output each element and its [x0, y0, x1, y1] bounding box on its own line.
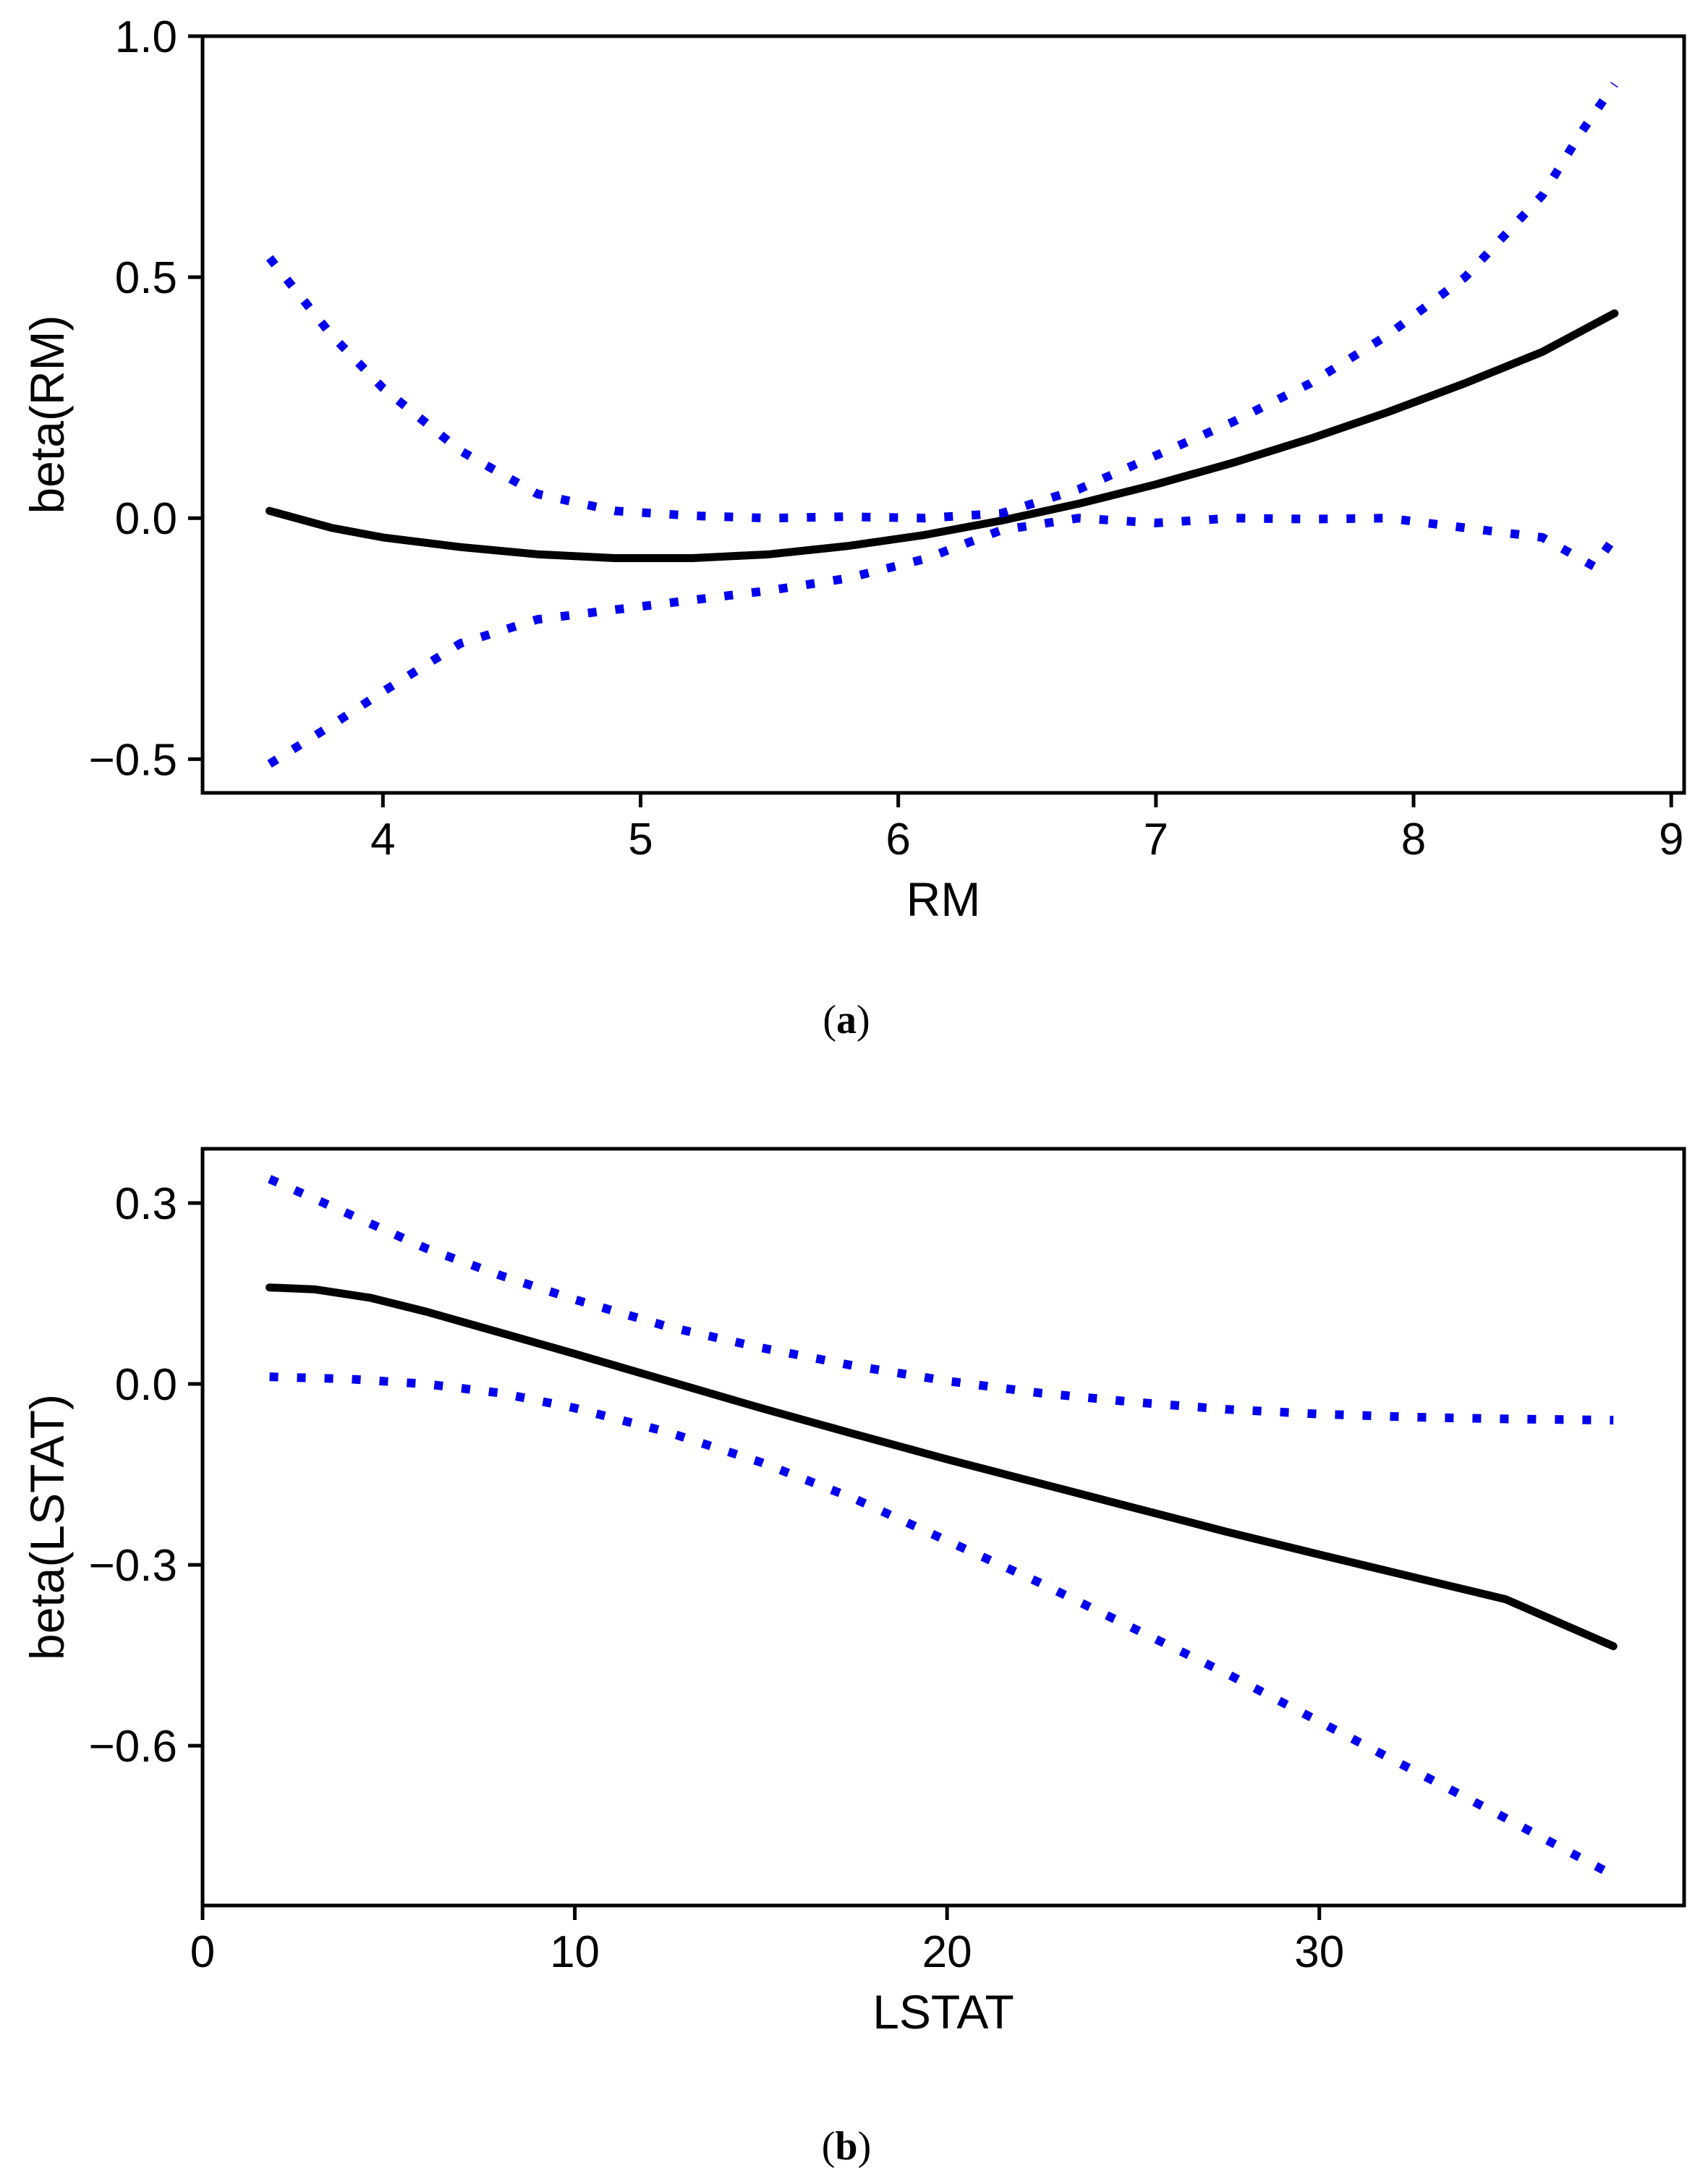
y-tick-label: 0.0 — [115, 494, 177, 544]
estimate-line — [265, 309, 1619, 562]
y-tick-label: 0.3 — [115, 1179, 177, 1229]
confidence-band-line — [265, 82, 1618, 523]
plot-frame — [200, 34, 1686, 795]
y-tick-label: 0.5 — [115, 253, 177, 303]
y-tick-label: 1.0 — [115, 12, 177, 62]
confidence-band-line — [268, 1175, 1614, 1425]
x-tick-label: 6 — [885, 815, 910, 864]
panel-a: (a) 4 5 6 7 8 9 −0.5 0.0 0.5 1.0 RM beta(RM) — [20, 12, 1686, 1042]
x-tick-label: 4 — [370, 815, 395, 864]
confidence-band-line — [269, 1372, 1616, 1879]
estimate-line — [265, 1283, 1618, 1651]
panel-b: (b) 0 10 20 30 −0.6 −0.3 0.0 0.3 LSTAT beta(LSTAT… — [20, 1147, 1686, 2169]
caption-b: (b) — [822, 2124, 871, 2169]
x-tick-label: 8 — [1401, 815, 1426, 864]
x-tick-label: 30 — [1294, 1927, 1344, 1977]
y-axis-label: beta(LSTAT) — [20, 1394, 74, 1660]
x-tick-label: 20 — [922, 1927, 972, 1977]
confidence-band-line — [267, 514, 1618, 768]
x-tick-label: 7 — [1144, 815, 1168, 864]
y-tick-label: −0.6 — [89, 1722, 177, 1772]
x-tick-label: 0 — [190, 1927, 215, 1977]
x-axis-label: LSTAT — [872, 1985, 1014, 2039]
x-axis-label: RM — [906, 872, 981, 926]
y-tick-label: −0.3 — [89, 1541, 177, 1591]
y-tick-label: 0.0 — [115, 1360, 177, 1410]
x-tick-label: 9 — [1659, 815, 1683, 864]
y-tick-label: −0.5 — [89, 735, 177, 785]
x-tick-label: 5 — [628, 815, 653, 864]
x-tick-label: 10 — [550, 1927, 600, 1977]
plot-frame — [200, 1147, 1686, 1908]
y-axis-label: beta(RM) — [20, 315, 74, 514]
caption-a: (a) — [823, 998, 870, 1042]
